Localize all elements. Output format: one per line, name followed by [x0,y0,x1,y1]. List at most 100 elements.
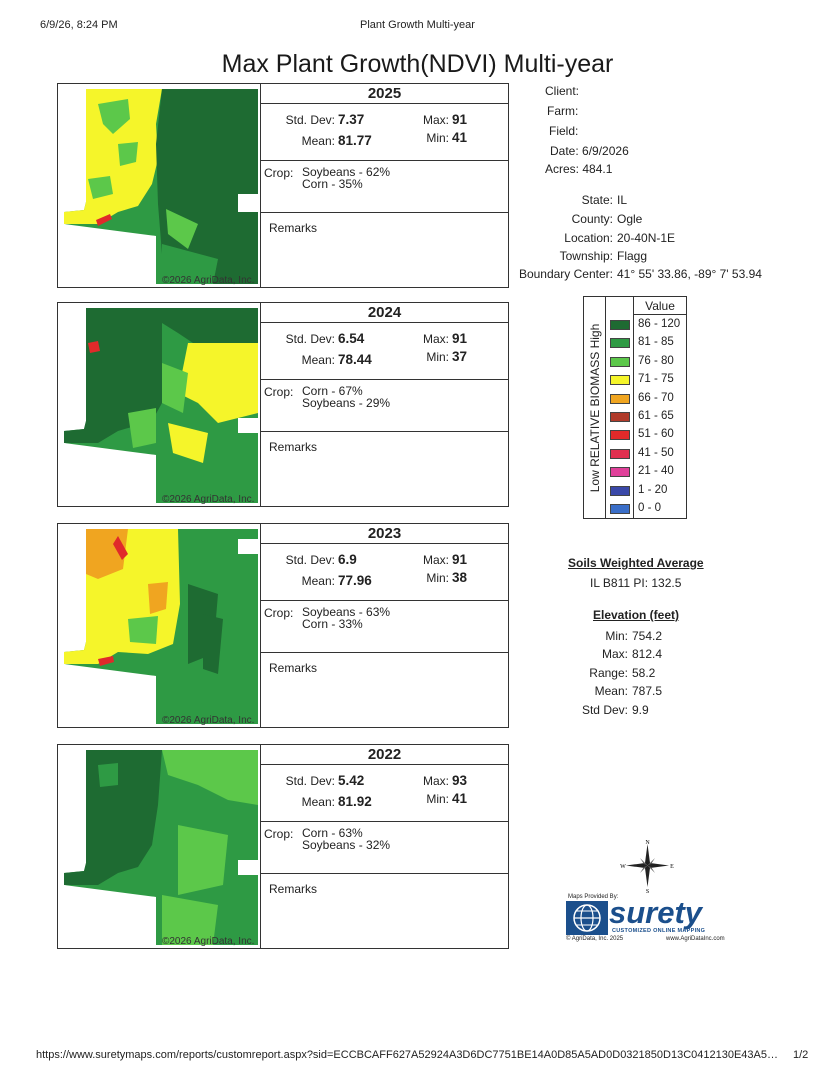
date-value: 6/9/2026 [582,144,629,158]
crop-label: Crop: [264,827,294,841]
legend-row: 41 - 50 [606,445,686,463]
legend-range: 61 - 65 [638,410,674,422]
surety-tagline: CUSTOMIZED ONLINE MAPPING [612,928,706,934]
ndvi-map-2024: ©2026 AgriData, Inc. [58,303,261,506]
county-label: County: [571,212,613,226]
elev-max-value: 812.4 [632,647,663,661]
soils-title: Soils Weighted Average [568,556,704,570]
min-value: 41 [452,791,468,806]
legend-swatch [610,430,630,441]
std-dev-value: 5.42 [338,773,365,788]
panel-year: 2023 [261,524,508,544]
mean-label: Mean: [301,574,335,588]
legend-range: 0 - 0 [638,502,662,514]
panel-year: 2025 [261,84,508,104]
legend-range: 41 - 50 [638,446,674,459]
max-value: 91 [452,552,468,567]
ndvi-panel-2024: ©2026 AgriData, Inc. 2024 Std. Dev: 6.54… [57,302,509,507]
legend-range: 71 - 75 [638,373,674,386]
ndvi-panel-2022: ©2026 AgriData, Inc. 2022 Std. Dev: 5.42… [57,744,509,949]
legend-swatch [610,320,630,330]
boundary-label: Boundary Center: [518,267,613,281]
legend-row: 66 - 70 [606,390,686,408]
acres-label: Acres: [545,162,580,176]
compass-w: W [620,864,626,870]
min-label: Min: [426,350,449,364]
legend-swatch [610,375,630,386]
ndvi-legend: Low RELATIVE BIOMASS High Value 86 - 120… [583,296,687,519]
crop-label: Crop: [264,166,294,180]
boundary-value: 41° 55' 33.86, -89° 7' 53.94 [617,267,762,281]
mean-label: Mean: [301,353,335,367]
location-value: 20-40N-1E [617,231,676,245]
crop-line: Corn - 67% [302,384,363,398]
crop-box: Crop: Soybeans - 63% Corn - 33% [261,601,508,653]
legend-range: 51 - 60 [638,428,674,441]
elev-std-label: Std Dev: [581,703,628,717]
mean-label: Mean: [301,134,335,148]
mean-label: Mean: [301,795,335,809]
elev-range-label: Range: [589,666,628,680]
crop-line: Soybeans - 32% [302,838,391,852]
legend-swatch [610,356,630,367]
min-label: Min: [426,571,449,585]
compass-e: E [670,864,674,870]
min-value: 38 [452,570,468,585]
ndvi-map-2023: ©2026 AgriData, Inc. [58,524,261,727]
elev-min-label: Min: [605,629,628,643]
max-label: Max: [422,553,449,567]
state-label: State: [581,193,613,207]
legend-row: 51 - 60 [606,426,686,444]
map-copyright: ©2026 AgriData, Inc. [162,715,255,726]
elev-min-value: 754.2 [632,629,663,643]
mean-value: 77.96 [338,573,372,588]
min-value: 41 [452,130,468,145]
crop-box: Crop: Corn - 63% Soybeans - 32% [261,822,508,874]
legend-swatch [610,485,630,496]
legend-range: 66 - 70 [638,391,674,404]
legend-swatch [610,448,630,459]
panel-stats: Std. Dev: 6.54 Mean: 78.44 Max: 91 Min: … [261,323,508,380]
legend-range: 1 - 20 [638,483,668,496]
legend-row: 81 - 85 [606,334,686,352]
map-copyright: ©2026 AgriData, Inc. [162,936,255,947]
soils-value: IL B811 PI: 132.5 [590,576,682,590]
std-dev-label: Std. Dev: [285,553,335,567]
ndvi-panel-2023: ©2026 AgriData, Inc. 2023 Std. Dev: 6.9 … [57,523,509,728]
legend-swatch [610,393,630,404]
std-dev-value: 6.54 [338,331,365,346]
print-datetime: 6/9/26, 8:24 PM [40,19,118,31]
legend-axis-label: Low RELATIVE BIOMASS High [584,297,606,518]
township-label: Township: [559,249,613,263]
legend-row: 0 - 0 [606,500,686,518]
acres-info: Acres: 484.1 [545,162,612,176]
elev-mean-value: 787.5 [632,684,663,698]
std-dev-label: Std. Dev: [285,332,335,346]
crop-line: Corn - 63% [302,826,363,840]
print-page-title: Plant Growth Multi-year [360,19,475,31]
mean-value: 81.77 [338,133,372,148]
map-copyright: ©2026 AgriData, Inc. [162,275,255,286]
legend-range: 81 - 85 [638,336,674,349]
farm-label: Farm: [547,104,579,118]
panel-stats: Std. Dev: 5.42 Mean: 81.92 Max: 93 Min: … [261,765,508,822]
elev-max-label: Max: [601,647,628,661]
ndvi-panel-2025: ©2026 AgriData, Inc. 2025 Std. Dev: 7.37… [57,83,509,288]
date-info: Date: 6/9/2026 [550,144,629,158]
legend-swatch [610,504,630,514]
max-value: 91 [452,112,468,127]
std-dev-value: 6.9 [338,552,357,567]
crop-line: Corn - 33% [302,617,363,631]
std-dev-value: 7.37 [338,112,365,127]
mean-value: 81.92 [338,794,372,809]
legend-row: 86 - 120 [606,316,686,334]
legend-header: Value [634,297,686,315]
surety-brand: surety [609,895,703,930]
logo-copyright: © AgriData, Inc. 2025 [566,936,624,942]
std-dev-label: Std. Dev: [285,774,335,788]
min-label: Min: [426,131,449,145]
legend-swatch [610,338,630,349]
date-label: Date: [550,144,579,158]
legend-range: 86 - 120 [638,318,681,330]
acres-value: 484.1 [582,162,613,176]
